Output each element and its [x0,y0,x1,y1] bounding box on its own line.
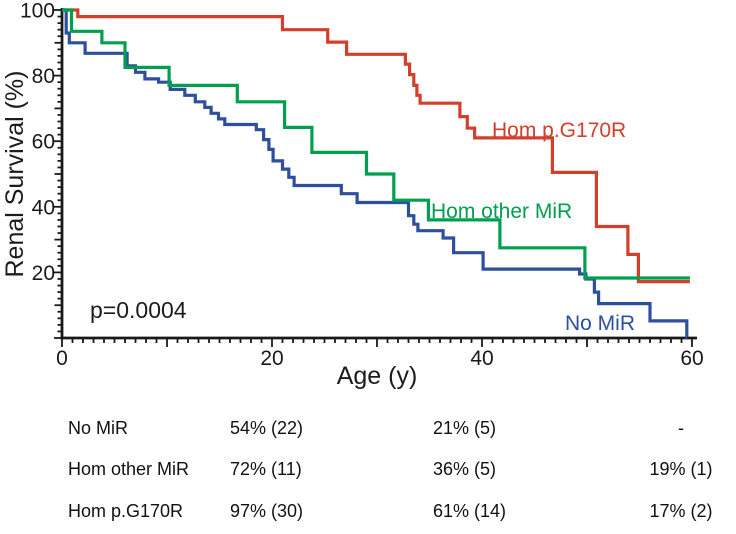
row-value-1: 72% (11) [230,459,302,479]
survival-chart: 0 20 40 60 20 40 60 80 100 [20,0,704,370]
x-tick-label: 40 [470,347,493,370]
row-value-2: 36% (5) [433,459,497,479]
row-value-3: 19% (1) [649,459,713,479]
curve-no-mir [62,8,689,339]
curve-label-no-mir: No MiR [565,312,636,335]
y-tick-label: 80 [32,65,55,88]
y-axis-title: Renal Survival (%) [1,70,29,278]
row-value-1: 97% (30) [230,501,304,521]
curve-hom-other-mir [62,8,690,280]
x-tick-label: 20 [260,347,283,370]
row-label: Hom other MiR [68,459,190,479]
row-value-3: 17% (2) [649,501,713,521]
p-value-annotation: p=0.0004 [90,297,187,323]
row-value-2: 61% (14) [433,501,507,521]
y-tick-label: 60 [32,131,55,154]
curve-label-hom-pg170r: Hom p.G170R [492,119,627,142]
x-tick-label: 0 [56,347,68,370]
y-tick-label: 100 [20,0,55,23]
curve-hom-p-g170r [62,8,690,284]
row-label: No MiR [68,418,129,438]
row-value-1: 54% (22) [230,418,304,438]
table-row: Hom other MiR 72% (11) 36% (5) 19% (1) [0,459,736,483]
curve-label-hom-other-mir: Hom other MiR [431,200,573,223]
row-label: Hom p.G170R [68,501,184,521]
row-value-3: - [678,418,684,438]
x-tick-label: 60 [680,347,703,370]
x-axis-title: Age (y) [336,362,418,390]
row-value-2: 21% (5) [433,418,497,438]
y-tick-label: 20 [32,262,55,285]
y-tick-label: 40 [32,196,55,219]
table-row: Hom p.G170R 97% (30) 61% (14) 17% (2) [0,501,736,525]
table-row: No MiR 54% (22) 21% (5) - [0,418,736,442]
